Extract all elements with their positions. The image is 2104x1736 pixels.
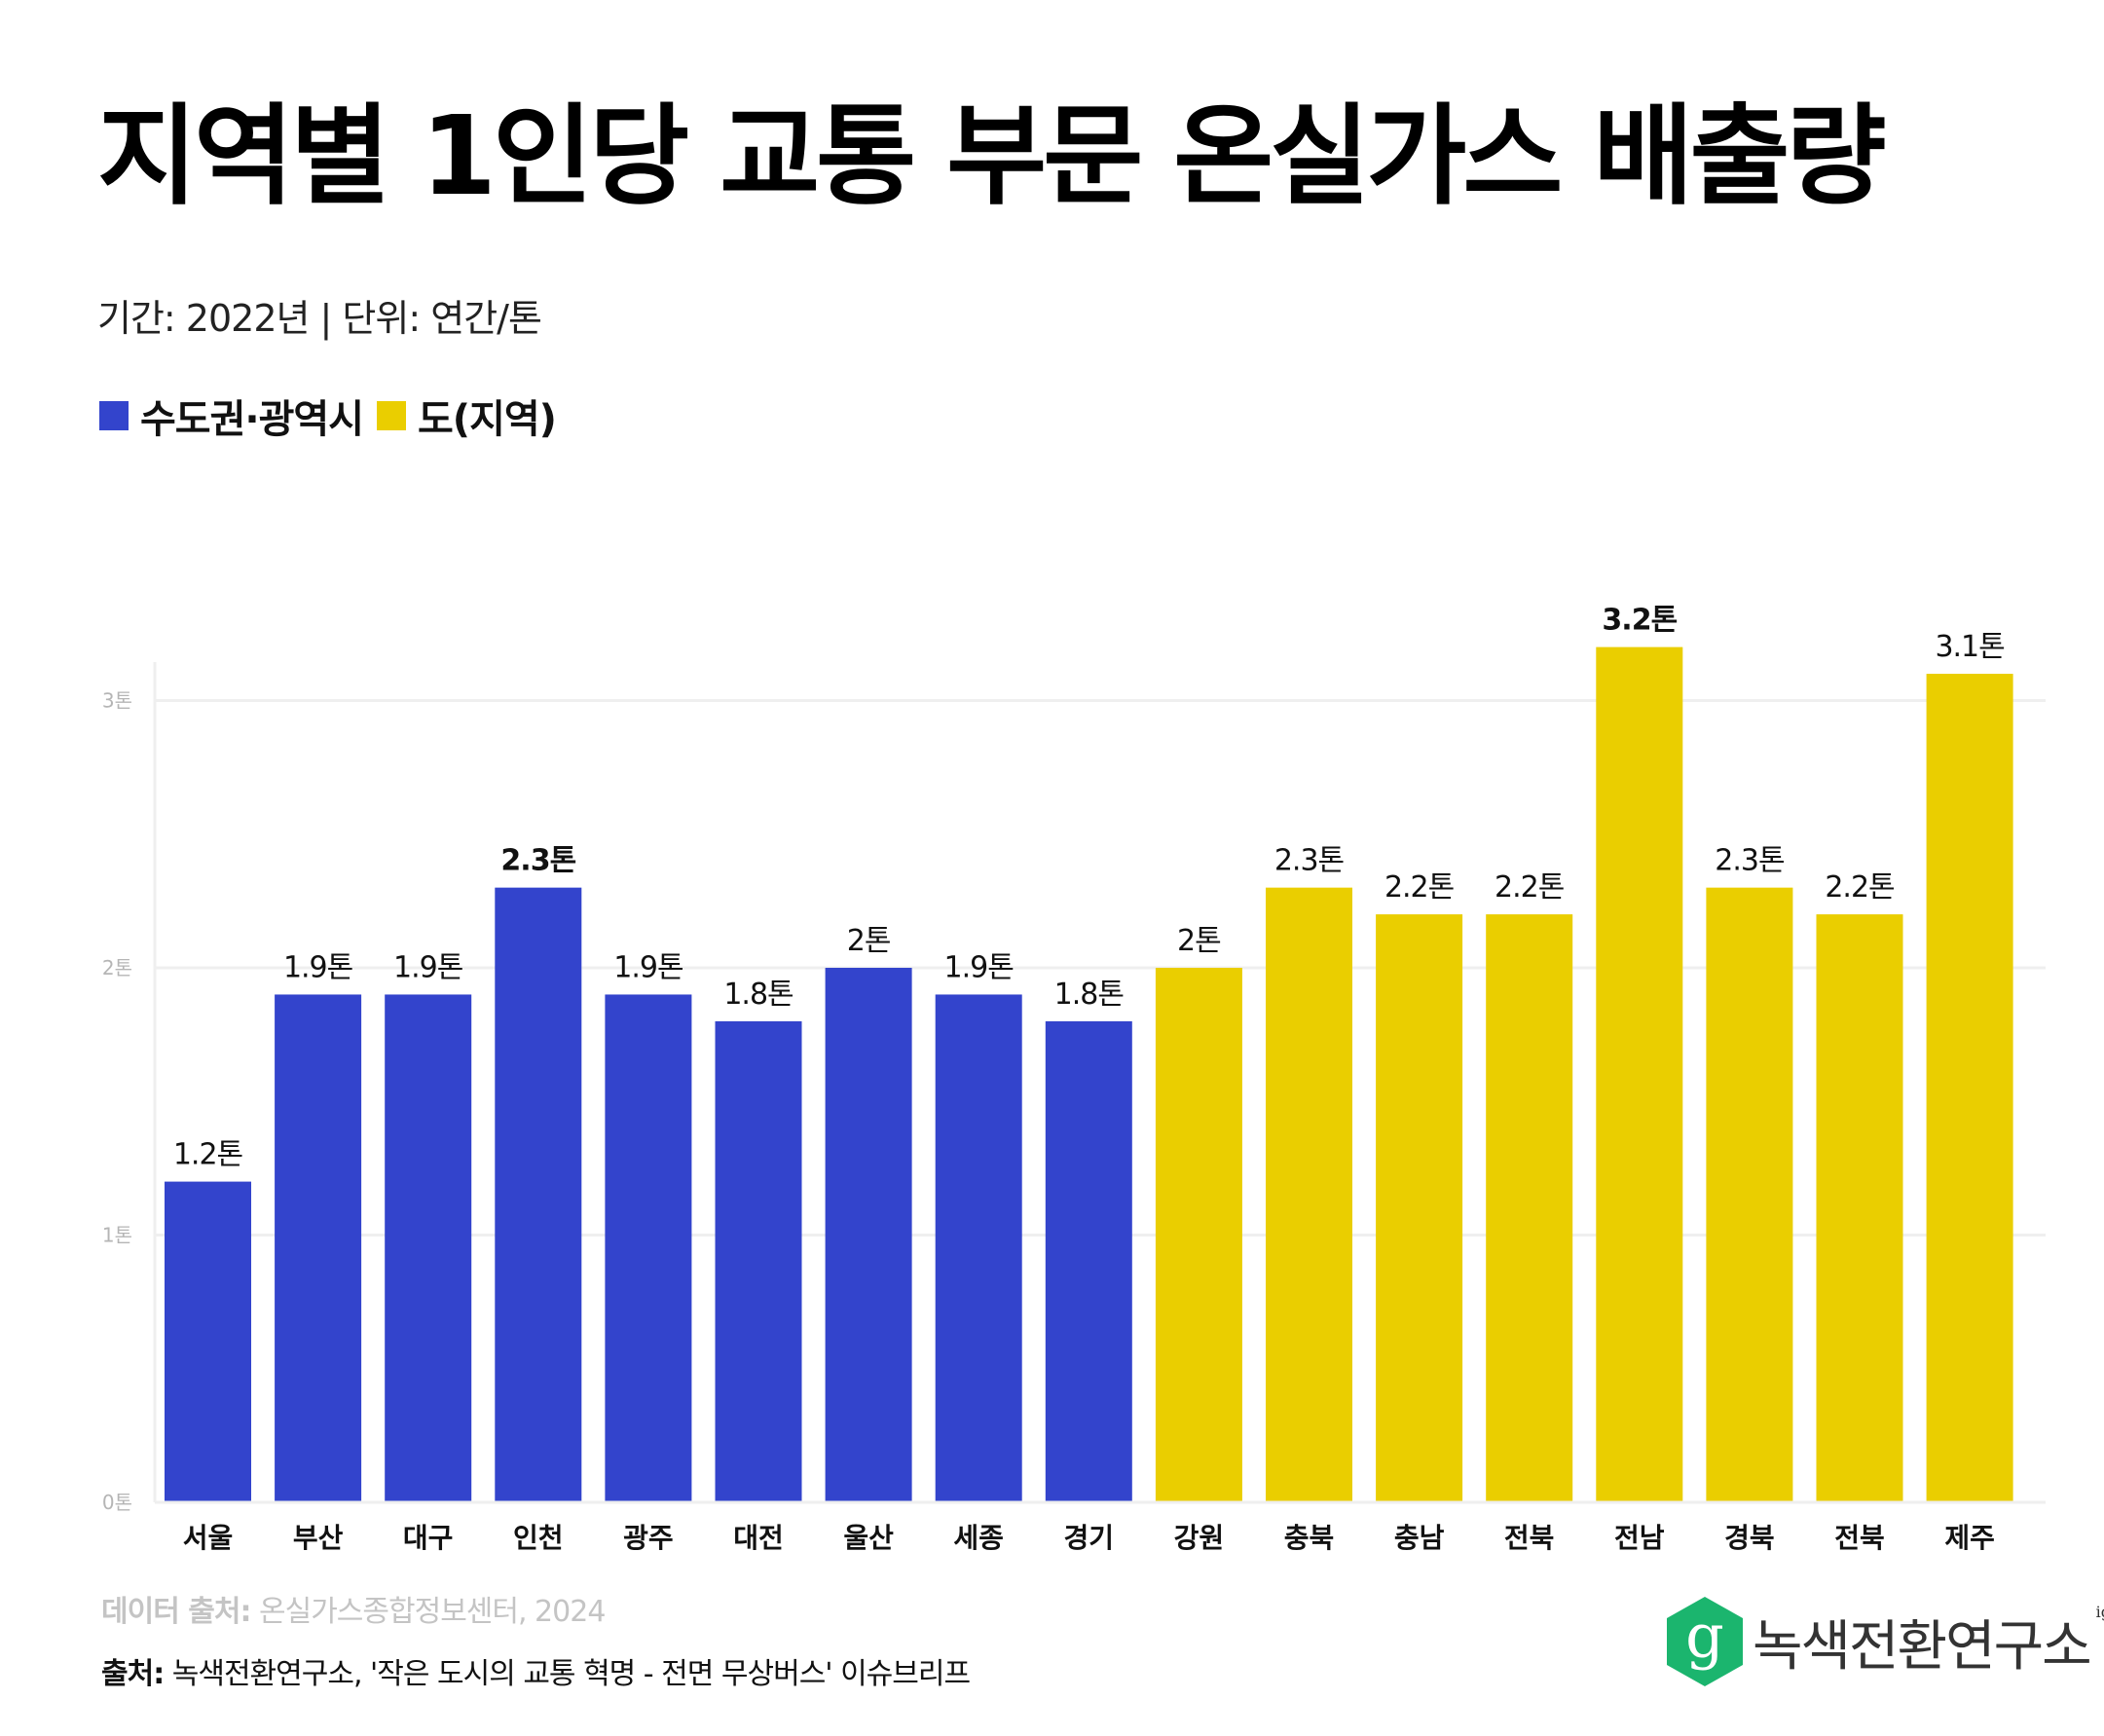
logo-superscript: igt [2095,1603,2104,1621]
g-hexagon-icon: g [1667,1597,1743,1686]
x-tick-label: 대전 [733,1522,784,1554]
data-label: 1.9톤 [393,950,462,984]
bar [1266,887,1352,1502]
legend-swatch-metro [99,401,129,430]
bar [165,1181,251,1502]
bar [1926,674,2013,1502]
bar [1376,914,1463,1502]
bar [605,994,692,1502]
data-label: 2.2톤 [1825,870,1894,905]
bar [1486,914,1573,1502]
x-tick-label: 부산 [293,1522,344,1554]
bar [1706,887,1793,1502]
source-label: 출처: [101,1657,165,1691]
x-tick-label: 대구 [403,1522,454,1554]
source-note: 출처: 녹색전환연구소, '작은 도시의 교통 혁명 - 전면 무상버스' 이슈… [101,1649,971,1692]
bar [1816,914,1903,1502]
logo-name: 녹색전환연구소 [1753,1614,2092,1679]
data-label: 2.2톤 [1384,870,1454,905]
data-label: 3.1톤 [1935,630,2004,664]
data-label: 2.3톤 [1274,844,1344,878]
x-tick-label: 세종 [953,1522,1004,1554]
bar [935,994,1022,1502]
data-label: 2.3톤 [1715,844,1784,878]
x-tick-label: 울산 [843,1522,894,1554]
bar [385,994,472,1502]
y-tick-label: 1톤 [102,1224,132,1247]
data-label: 1.8톤 [1054,978,1124,1012]
data-label: 1.2톤 [173,1138,242,1172]
data-label: 3.2톤 [1602,604,1677,638]
legend-item-metro: 수도권·광역시 [99,388,364,444]
x-tick-label: 제주 [1944,1522,1995,1554]
bar [275,994,362,1502]
data-label: 2톤 [847,924,891,958]
legend-swatch-province [377,401,406,430]
legend-label-metro: 수도권·광역시 [140,397,364,442]
y-tick-label: 3톤 [102,689,132,713]
bar [1155,968,1242,1502]
x-tick-label: 강원 [1174,1522,1225,1554]
bar [1045,1020,1132,1502]
y-tick-label: 2톤 [102,956,132,979]
data-label: 1.9톤 [283,950,352,984]
bar [715,1020,802,1502]
data-label: 2톤 [1177,924,1221,958]
x-tick-label: 경북 [1724,1522,1775,1554]
x-tick-label: 전북 [1834,1522,1885,1554]
legend: 수도권·광역시 도(지역) [99,388,557,444]
x-tick-label: 충북 [1284,1522,1335,1554]
chart-subtitle: 기간: 2022년 | 단위: 연간/톤 [97,297,542,340]
data-label: 1.9톤 [944,950,1014,984]
x-tick-label: 전남 [1614,1522,1665,1554]
legend-item-province: 도(지역) [377,388,557,444]
x-tick-label: 광주 [623,1522,674,1554]
y-tick-label: 0톤 [102,1491,132,1514]
chart-title: 지역별 1인당 교통 부문 온실가스 배출량 [97,93,1887,220]
bar [1596,646,1683,1502]
legend-label-province: 도(지역) [418,397,557,442]
igt-logo: g 녹색전환연구소 igt [1667,1597,2104,1686]
data-label: 1.9톤 [613,950,683,984]
x-tick-label: 인천 [513,1522,564,1554]
x-tick-label: 충남 [1394,1522,1445,1554]
x-tick-label: 경기 [1064,1522,1115,1554]
data-label: 2.2톤 [1495,870,1564,905]
logo-letter: g [1685,1601,1724,1672]
data-source-value: 온실가스종합정보센터, 2024 [250,1595,606,1629]
bar [495,887,582,1502]
data-label: 1.8톤 [723,978,793,1012]
x-tick-label: 전북 [1504,1522,1555,1554]
x-tick-label: 서울 [183,1522,234,1554]
data-source-note: 데이터 출처: 온실가스종합정보센터, 2024 [101,1587,606,1630]
data-label: 2.3톤 [500,844,575,878]
source-value: 녹색전환연구소, '작은 도시의 교통 혁명 - 전면 무상버스' 이슈브리프 [164,1657,971,1691]
bar [825,968,912,1502]
data-source-label: 데이터 출처: [101,1595,251,1629]
